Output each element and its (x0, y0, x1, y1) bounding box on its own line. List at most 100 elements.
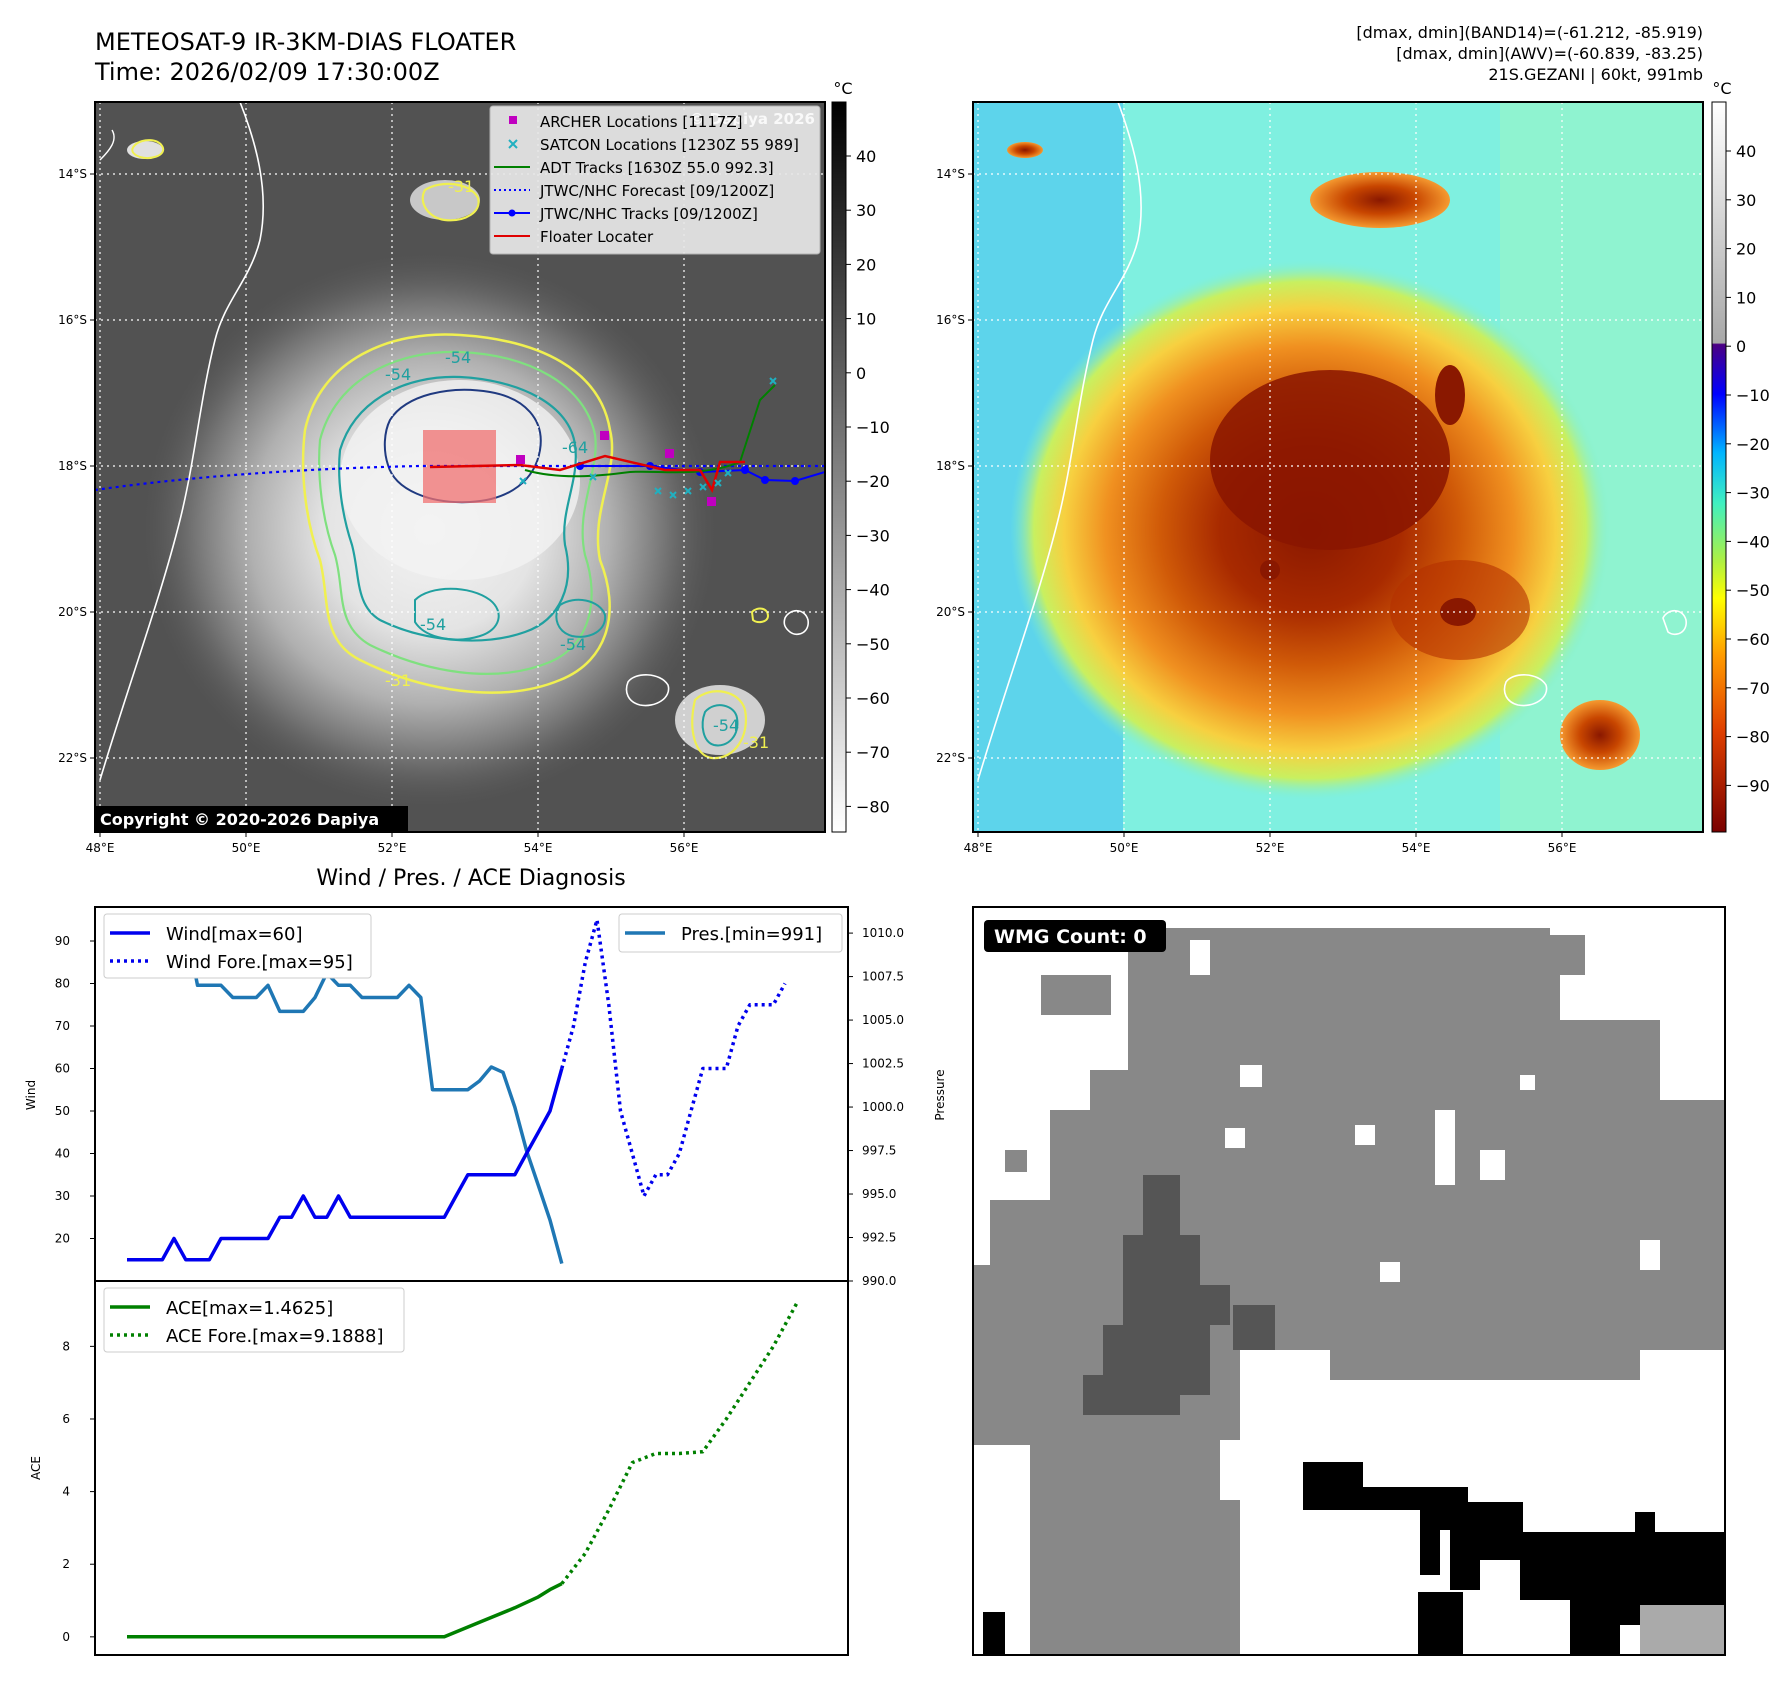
contour-label: -31 (385, 671, 411, 690)
lat-tick-label: 18°S (936, 459, 965, 473)
col-frame (972, 101, 1704, 833)
cbar-tick-label: 30 (1736, 191, 1756, 210)
wind-ylabel: Wind (24, 1080, 38, 1110)
lat-tick-label: 22°S (936, 751, 965, 765)
legend-wind: Wind[max=60] (166, 924, 303, 945)
pres-ytick-label: 1002.5 (862, 1057, 904, 1071)
legend-archer-marker (509, 116, 517, 124)
ace-legend: ACE[max=1.4625] ACE Fore.[max=9.1888] (103, 1287, 405, 1353)
legend-label: JTWC/NHC Forecast [09/1200Z] (539, 182, 774, 200)
lat-tick-label: 14°S (58, 167, 87, 181)
wind-legend: Wind[max=60] Wind Fore.[max=95] (103, 913, 372, 979)
lon-tick-label: 48°E (964, 841, 993, 855)
wmg-dark-region (1083, 1175, 1275, 1415)
contour-label: -54 (420, 615, 446, 634)
legend-label: SATCON Locations [1230Z 55 989] (540, 136, 799, 154)
wind-line (127, 1068, 564, 1262)
contour-label: -54 (560, 635, 586, 654)
contour-54 (318, 350, 597, 675)
wmg-black-region (983, 1462, 1725, 1655)
cbar-tick-label: −30 (856, 526, 890, 545)
legend-label: ARCHER Locations [1117Z] (540, 113, 743, 131)
lat-tick-label: 16°S (58, 313, 87, 327)
contour-label: -54 (385, 365, 411, 384)
wind-ytick-label: 60 (55, 1062, 70, 1076)
lon-tick-label: 48°E (86, 841, 115, 855)
col-cbar-ticks: 40 30 20 10 0 −10 −20 −30 −40 −50 −60 −70 −80 −90 (1726, 142, 1770, 795)
lon-tick-label: 50°E (232, 841, 261, 855)
cbar-tick-label: −70 (1736, 679, 1770, 698)
wmg-panel: WMG Count: 0 (972, 906, 1726, 1656)
lat-tick-label: 22°S (58, 751, 87, 765)
ace-forecast-line (560, 1302, 799, 1585)
lon-tick-label: 56°E (1548, 841, 1577, 855)
pres-ytick-label: 990.0 (862, 1274, 896, 1288)
ir-lat-ticks: 14°S 16°S 18°S 20°S 22°S (58, 167, 95, 765)
col-lon-ticks: 48°E 50°E 52°E 54°E 56°E (964, 832, 1577, 855)
ace-ytick-label: 6 (62, 1412, 70, 1426)
diag-title: Wind / Pres. / ACE Diagnosis (316, 866, 625, 891)
pres-ytick-label: 1010.0 (862, 926, 904, 940)
lon-tick-label: 52°E (1256, 841, 1285, 855)
cbar-tick-label: −40 (856, 581, 890, 600)
lat-tick-label: 18°S (58, 459, 87, 473)
pres-ytick-label: 992.5 (862, 1231, 896, 1245)
adt-track (524, 384, 776, 478)
cbar-tick-label: 20 (1736, 240, 1756, 259)
pres-ytick-label: 1007.5 (862, 970, 904, 984)
cbar-tick-label: −10 (856, 418, 890, 437)
sat-title-line2: Time: 2026/02/09 17:30:00Z (94, 58, 440, 86)
copyright: Copyright © 2020-2026 Dapiya (100, 810, 379, 829)
ir-lon-ticks: 48°E 50°E 52°E 54°E 56°E (86, 832, 698, 855)
ace-ytick-label: 0 (62, 1630, 70, 1644)
ace-chart: 0 2 4 6 8 ACE ACE[max=1.4625] ACE Fore.[max=… (29, 1280, 849, 1656)
watermark: © Dapiya 2026 (689, 110, 815, 128)
cbar-tick-label: −20 (856, 472, 890, 491)
legend-ace: ACE[max=1.4625] (166, 1298, 333, 1319)
wind-ytick-label: 90 (55, 934, 70, 948)
legend-label: JTWC/NHC Tracks [09/1200Z] (539, 205, 758, 223)
contour-label: -31 (448, 177, 474, 196)
lat-tick-label: 14°S (936, 167, 965, 181)
cbar-tick-label: −80 (856, 797, 890, 816)
cbar-tick-label: −90 (1736, 776, 1770, 795)
col-grid (973, 102, 1703, 832)
pressure-line (127, 922, 564, 1265)
ace-ytick-label: 4 (62, 1485, 70, 1499)
legend-ace-fore: ACE Fore.[max=9.1888] (166, 1326, 384, 1347)
pressure-ylabel: Pressure (933, 1069, 947, 1120)
wind-ytick-label: 20 (55, 1232, 70, 1246)
color-panel: °C 403020100−10−20−30−40−50−60−70−80−90 … (936, 79, 1770, 855)
cbar-tick-label: −20 (1736, 435, 1770, 454)
pres-ytick-label: 997.5 (862, 1144, 896, 1158)
mauritius-coast (783, 609, 809, 636)
reunion-coast (625, 674, 670, 707)
lat-tick-label: 16°S (936, 313, 965, 327)
satcon-points (519, 377, 777, 499)
cbar-tick-label: 10 (1736, 288, 1756, 307)
wmg-label-box (984, 920, 1166, 952)
lat-tick-label: 20°S (936, 605, 965, 619)
legend-label: Floater Locater (540, 228, 654, 246)
pres-ytick-label: 1000.0 (862, 1100, 904, 1114)
wind-chart: 20 30 40 50 60 70 80 90 990.0 992.5 995.0 997.5 1000… (24, 906, 947, 1288)
contour-31 (301, 333, 614, 694)
ir-frame (94, 101, 826, 833)
lat-tick-label: 20°S (58, 605, 87, 619)
cbar-tick-label: −60 (856, 689, 890, 708)
sat-title-line1: METEOSAT-9 IR-3KM-DIAS FLOATER (95, 28, 516, 56)
ace-line (127, 1582, 563, 1639)
contour-label: -31 (743, 733, 769, 752)
pres-ytick-label: 995.0 (862, 1187, 896, 1201)
cbar-tick-label: −30 (1736, 484, 1770, 503)
lon-tick-label: 54°E (1402, 841, 1431, 855)
legend-wind-fore: Wind Fore.[max=95] (166, 952, 353, 973)
col-cbar-unit: °C (1712, 79, 1731, 98)
cbar-tick-label: −80 (1736, 728, 1770, 747)
wind-ytick-label: 70 (55, 1019, 70, 1033)
floater-track (429, 454, 745, 494)
wmg-gray-region (973, 928, 1725, 1655)
lon-tick-label: 52°E (378, 841, 407, 855)
color-colorbar (1711, 101, 1727, 833)
